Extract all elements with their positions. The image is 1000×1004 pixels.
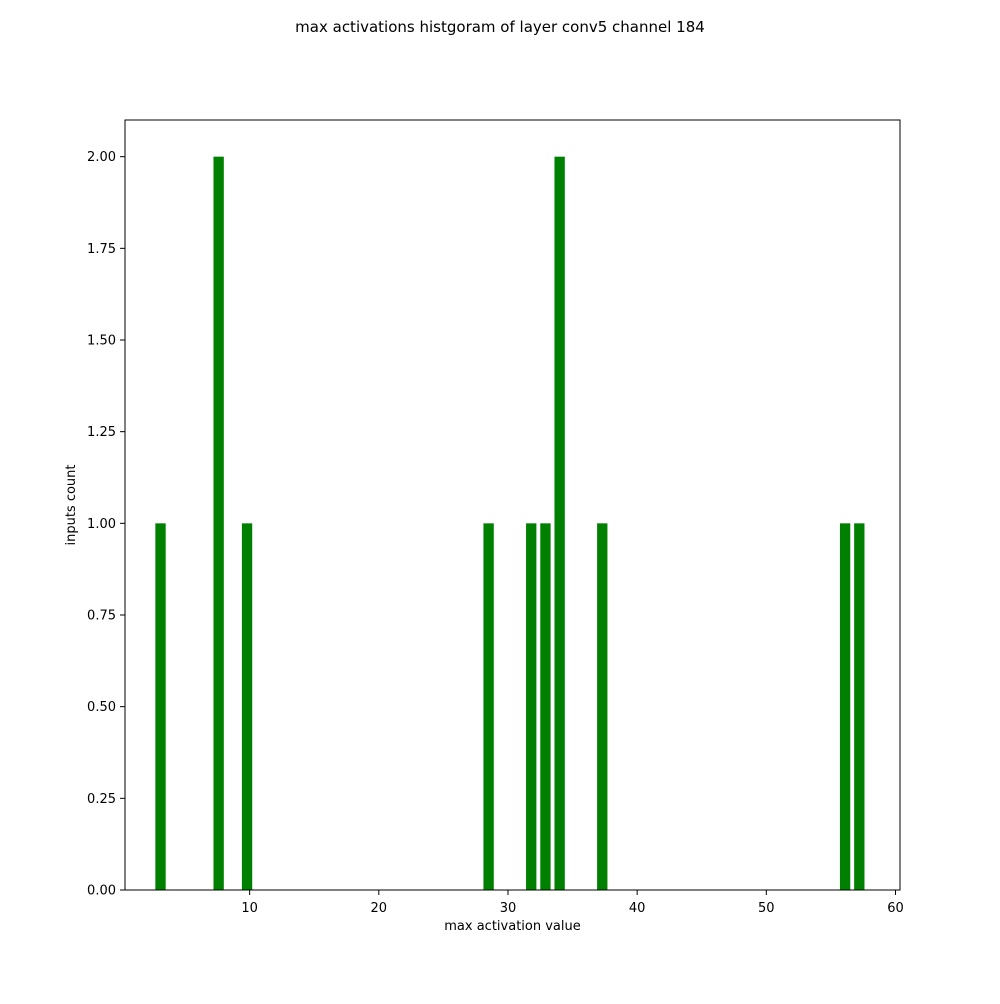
x-tick-label: 60 xyxy=(887,901,904,916)
y-axis-label: inputs count xyxy=(64,464,79,545)
x-tick-label: 30 xyxy=(500,901,517,916)
bar xyxy=(854,523,865,890)
bars-group xyxy=(155,156,865,890)
y-tick-label: 2.00 xyxy=(87,150,116,165)
x-tick-label: 20 xyxy=(371,901,388,916)
bar xyxy=(213,156,224,890)
bar xyxy=(839,523,851,890)
bar xyxy=(155,523,166,890)
bar xyxy=(540,523,551,890)
y-tick-label: 0.00 xyxy=(87,884,116,899)
plot-area-frame xyxy=(124,119,901,891)
y-tick-label: 1.75 xyxy=(87,242,116,257)
bar xyxy=(597,523,608,890)
y-tick-label: 0.75 xyxy=(87,609,116,624)
x-tick-label: 40 xyxy=(629,901,646,916)
y-tick-label: 1.50 xyxy=(87,334,116,349)
y-axis-ticks: 0.00 0.25 0.50 0.75 1.00 1.25 1.50 1.75 2.00 xyxy=(87,150,125,899)
y-tick-label: 1.00 xyxy=(87,517,116,532)
y-tick-label: 0.50 xyxy=(87,700,116,715)
x-tick-label: 10 xyxy=(241,901,258,916)
bar xyxy=(554,156,565,890)
y-tick-label: 0.25 xyxy=(87,792,116,807)
y-tick-label: 1.25 xyxy=(87,425,116,440)
x-axis-ticks: 10 20 30 40 50 60 xyxy=(241,890,904,916)
x-axis-label: max activation value xyxy=(444,919,580,934)
bar xyxy=(241,523,253,890)
x-tick-label: 50 xyxy=(758,901,775,916)
bar xyxy=(526,523,537,890)
bar xyxy=(483,523,494,890)
chart-title: max activations histgoram of layer conv5… xyxy=(295,18,705,36)
